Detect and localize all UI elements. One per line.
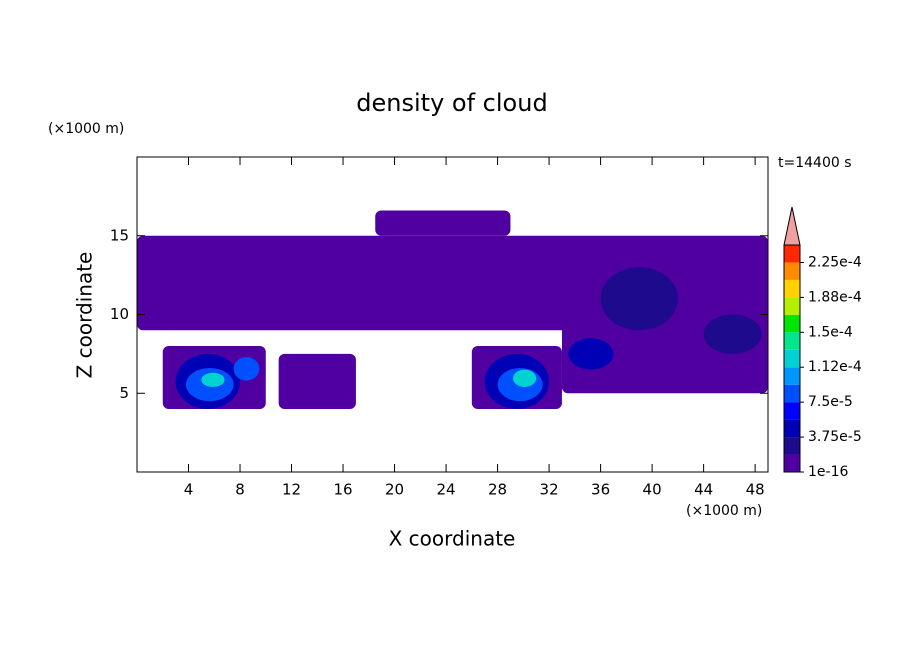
contour-region	[600, 267, 678, 331]
colorbar-band	[784, 437, 800, 455]
colorbar-band	[784, 279, 800, 298]
y-tick-label: 15	[110, 226, 129, 244]
x-tick-label: 48	[746, 481, 765, 499]
colorbar-extend	[783, 206, 801, 246]
x-tick-label: 24	[437, 481, 456, 499]
x-tick-label: 12	[282, 481, 301, 499]
x-tick-label: 44	[694, 481, 713, 499]
colorbar-tick-label: 1.12e-4	[808, 359, 862, 375]
y-axis-label: Z coordinate	[73, 252, 97, 379]
y-tick-label: 10	[110, 305, 129, 323]
colorbar-tick-label: 7.5e-5	[808, 394, 853, 410]
colorbar-tick-label: 1.5e-4	[808, 324, 853, 340]
annotation: t=14400 s	[778, 155, 852, 171]
colorbar-band	[784, 349, 800, 368]
contour-region	[513, 369, 537, 387]
y-tick-label: 5	[119, 384, 129, 402]
colorbar-band	[784, 297, 800, 315]
x-tick-label: 8	[235, 481, 245, 499]
chart-title: density of cloud	[356, 89, 547, 117]
colorbar-band	[784, 384, 800, 403]
colorbar-tick-label: 2.25e-4	[808, 254, 862, 270]
x-unit: (×1000 m)	[686, 503, 762, 519]
x-tick-label: 40	[643, 481, 662, 499]
x-tick-label: 32	[540, 481, 559, 499]
colorbar-band	[784, 419, 800, 438]
colorbar-band	[784, 367, 800, 385]
contour-region	[375, 210, 511, 236]
colorbar-tick-label: 3.75e-5	[808, 429, 862, 445]
contour-region	[703, 314, 762, 354]
colorbar-frame	[783, 244, 801, 473]
contour-region	[568, 338, 614, 370]
contour-region	[278, 353, 356, 409]
x-tick-label: 36	[591, 481, 610, 499]
colorbar-band	[784, 245, 800, 263]
x-axis-label: X coordinate	[389, 527, 516, 551]
colorbar-band	[784, 402, 800, 420]
colorbar-band	[784, 314, 800, 333]
colorbar-band	[784, 262, 800, 280]
x-tick-label: 4	[184, 481, 194, 499]
x-tick-label: 28	[488, 481, 507, 499]
y-unit: (×1000 m)	[48, 121, 124, 137]
contour-region	[201, 372, 225, 387]
colorbar-tick-label: 1e-16	[808, 464, 848, 480]
contour-region	[233, 357, 260, 381]
x-tick-label: 16	[333, 481, 352, 499]
x-tick-label: 20	[385, 481, 404, 499]
colorbar-band	[784, 454, 800, 472]
colorbar-band	[784, 332, 800, 350]
colorbar-tick-label: 1.88e-4	[808, 289, 862, 305]
